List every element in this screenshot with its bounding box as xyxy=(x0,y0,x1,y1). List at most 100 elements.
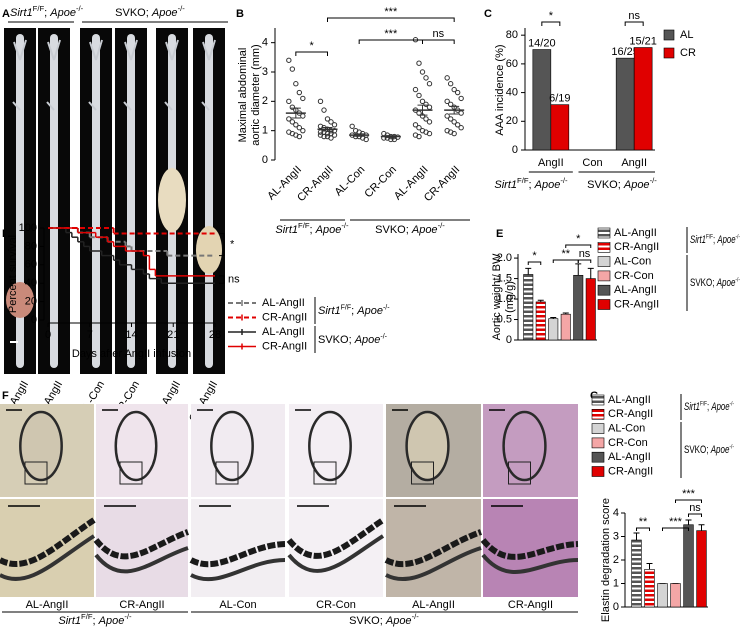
genotype-label: Sirt1F/F; Apoe-/- xyxy=(494,176,568,191)
y-tick-label: 40 xyxy=(506,86,518,98)
bar xyxy=(644,569,655,608)
data-point xyxy=(412,86,419,93)
genotype-label: SVKO; Apoe-/- xyxy=(690,276,740,288)
genotype-part: Apoe xyxy=(717,234,736,246)
genotype-part: Apoe xyxy=(710,444,729,456)
data-point xyxy=(444,113,450,119)
legend-label: CR-AngII xyxy=(262,340,307,352)
genotype-part: ; xyxy=(93,615,99,627)
elastic-lamina xyxy=(0,517,96,568)
data-point xyxy=(286,57,292,63)
panel-letter: F xyxy=(2,390,9,402)
genotype-part: -/- xyxy=(124,612,132,621)
histology-image xyxy=(386,499,481,597)
genotype-part: -/- xyxy=(438,221,446,230)
y-tick-label: 2 xyxy=(613,554,619,566)
genotype-part: Apoe xyxy=(315,224,342,236)
data-point xyxy=(412,122,419,128)
elastic-lamina xyxy=(189,541,286,568)
legend-label: AL-Con xyxy=(608,423,645,435)
y-tick-label: 0.5 xyxy=(497,313,512,325)
genotype-part: Sirt1 xyxy=(275,224,298,236)
genotype-part: Apoe xyxy=(711,401,730,413)
genotype-label: Sirt1F/F; Apoe-/- xyxy=(275,221,349,236)
genotype-part: Apoe xyxy=(385,615,412,627)
y-tick-label: 2 xyxy=(262,95,268,107)
genotype-part: F/F xyxy=(298,221,310,230)
data-point xyxy=(300,127,306,134)
image-label: CR-Con xyxy=(316,599,356,611)
elastic-lamina xyxy=(480,538,579,560)
legend-label: CR-AngII xyxy=(608,408,653,420)
data-point xyxy=(458,110,464,116)
genotype-label: Sirt1F/F; Apoe-/- xyxy=(58,612,132,627)
genotype-label: SVKO; Apoe-/- xyxy=(349,612,419,627)
bar xyxy=(548,318,559,341)
genotype-part: Sirt1 xyxy=(684,401,700,413)
legend-label: CR-AngII xyxy=(614,241,659,253)
legend-label: CR xyxy=(680,47,696,59)
data-point xyxy=(458,95,464,102)
sig-bracket xyxy=(219,233,225,257)
elastic-lamina xyxy=(384,529,482,568)
genotype-part: -/- xyxy=(76,4,84,13)
x-axis-label: Days after AngII infusion xyxy=(72,348,191,360)
genotype-part: F/F xyxy=(706,233,713,240)
elastic-lamina xyxy=(94,546,189,574)
error-bar xyxy=(449,105,460,115)
error-bar xyxy=(525,267,532,275)
sig-bracket xyxy=(688,513,702,517)
data-point xyxy=(416,133,422,140)
aorta-branch xyxy=(201,39,216,111)
y-tick-label: 1 xyxy=(613,577,619,589)
data-point xyxy=(426,81,433,87)
genotype-label: SVKO; Apoe-/- xyxy=(684,443,734,455)
error-bar xyxy=(646,563,653,570)
y-tick-label: 4 xyxy=(262,37,268,49)
y-tick-label: 60 xyxy=(506,58,518,70)
legend-label: CR-Con xyxy=(608,437,648,449)
y-tick-label: 4 xyxy=(613,507,619,519)
aorta-branch xyxy=(123,39,138,111)
elastic-lamina xyxy=(385,546,482,582)
y-axis-label: AAA incidence (%) xyxy=(494,44,506,135)
value-label: 14/20 xyxy=(528,37,556,49)
genotype-label: Sirt1F/F; Apoe-/- xyxy=(10,4,84,19)
data-point xyxy=(296,133,303,140)
genotype-part: Apoe xyxy=(534,179,561,191)
image-label: AL-Con xyxy=(219,599,256,611)
bar xyxy=(535,301,546,341)
genotype-part: Sirt1 xyxy=(494,179,517,191)
data-point xyxy=(444,75,450,81)
data-point xyxy=(331,122,338,128)
data-point xyxy=(296,89,303,96)
y-axis-label: aortic diameter (mm) xyxy=(250,44,262,145)
zoom-box xyxy=(119,461,143,485)
data-point xyxy=(447,81,454,87)
genotype-part: Apoe xyxy=(151,7,178,19)
legend-label: AL-AngII xyxy=(262,326,305,338)
y-tick-label: 3 xyxy=(613,530,619,542)
sig-label: ns xyxy=(689,502,701,514)
aorta xyxy=(205,34,213,368)
genotype-part: ; xyxy=(713,234,717,246)
data-point xyxy=(293,122,299,128)
y-tick-label: 1.5 xyxy=(497,272,512,284)
bar xyxy=(573,274,584,341)
vessel-ring xyxy=(114,410,158,482)
vessel-ring xyxy=(19,410,63,482)
sig-label: * xyxy=(532,250,537,262)
data-point xyxy=(300,95,306,102)
data-point xyxy=(419,98,426,105)
genotype-part: -/- xyxy=(412,612,420,621)
error-bar xyxy=(417,104,428,116)
vessel-ring xyxy=(502,410,547,482)
data-point xyxy=(317,98,324,105)
bar xyxy=(631,539,642,608)
y-tick-label: 1.0 xyxy=(497,293,512,305)
legend-swatch xyxy=(597,284,611,296)
bar xyxy=(550,104,570,151)
y-tick-label: 0 xyxy=(506,334,512,346)
data-point xyxy=(321,107,327,113)
data-point xyxy=(423,101,429,107)
